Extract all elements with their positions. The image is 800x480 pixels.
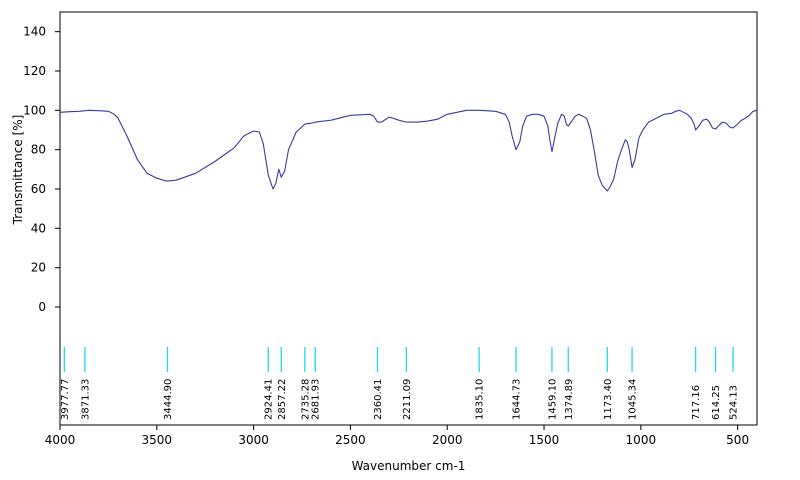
peak-label: 3444.90 — [163, 379, 174, 420]
x-axis-title: Wavenumber cm-1 — [352, 459, 466, 473]
peak-label: 717.16 — [691, 385, 702, 420]
y-tick-label: 100 — [23, 103, 46, 117]
peak-label: 3977.77 — [60, 379, 71, 420]
x-tick-label: 500 — [726, 433, 749, 447]
peak-label: 1173.40 — [603, 379, 614, 420]
peak-label: 2211.09 — [402, 379, 413, 420]
peak-label: 2924.41 — [264, 379, 275, 420]
spectrum-line — [59, 109, 758, 192]
x-tick-label: 1500 — [529, 433, 560, 447]
peak-label: 2360.41 — [373, 379, 384, 420]
axes-layer: 4000 3500 3000 2500 2000 1500 1000 500 0 20 40 60 80… — [23, 25, 749, 447]
frame-layer — [59, 11, 758, 426]
x-tick-label: 1000 — [626, 433, 657, 447]
y-tick-label: 120 — [23, 64, 46, 78]
x-tick-label: 2500 — [335, 433, 366, 447]
peak-label: 1045.34 — [628, 379, 639, 420]
peak-label: 2735.28 — [300, 379, 311, 420]
y-axis-title: Transmittance [%] — [11, 115, 25, 226]
peak-markers-layer: 3977.77 3871.33 3444.90 2924.41 2857.22 2735.… — [60, 347, 739, 420]
peak-label: 2857.22 — [277, 379, 288, 420]
spectrum-line-layer — [59, 109, 758, 192]
peak-label: 614.25 — [711, 385, 722, 420]
peak-label: 524.13 — [728, 385, 739, 420]
x-tick-label: 4000 — [45, 433, 76, 447]
y-tick-label: 40 — [31, 221, 46, 235]
x-tick-label: 3500 — [142, 433, 173, 447]
plot-frame — [59, 11, 758, 426]
peak-label: 1835.10 — [475, 379, 486, 420]
y-tick-label: 20 — [31, 261, 46, 275]
x-tick-label: 3000 — [238, 433, 269, 447]
peak-label: 1459.10 — [547, 379, 558, 420]
peak-label: 2681.93 — [311, 379, 322, 420]
peak-label: 1644.73 — [512, 379, 523, 420]
peak-label: 1374.89 — [564, 379, 575, 420]
peak-label: 3871.33 — [80, 379, 91, 420]
y-tick-label: 60 — [31, 182, 46, 196]
y-tick-label: 0 — [38, 300, 46, 314]
x-tick-label: 2000 — [432, 433, 463, 447]
y-tick-label: 140 — [23, 25, 46, 39]
y-tick-label: 80 — [31, 143, 46, 157]
